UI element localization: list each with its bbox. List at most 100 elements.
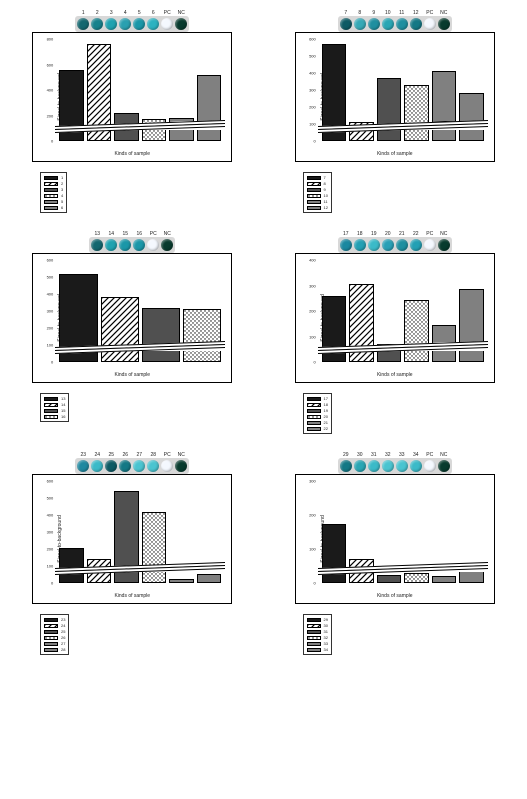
well: [105, 239, 117, 251]
plot-area: [318, 39, 488, 141]
legend-label: 29: [324, 617, 328, 622]
legend-item: 22: [307, 426, 328, 431]
well: [105, 18, 117, 30]
legend-item: 1: [44, 175, 63, 180]
y-tick: 100: [41, 564, 53, 569]
legend-item: 13: [44, 396, 65, 401]
legend-swatch: [307, 206, 321, 210]
legend-label: 32: [324, 635, 328, 640]
well: [354, 239, 366, 251]
legend-swatch: [44, 182, 58, 186]
well: [91, 239, 103, 251]
y-tick: 200: [41, 113, 53, 118]
legend-item: 20: [307, 414, 328, 419]
y-tick: 400: [41, 513, 53, 518]
plot-area: [318, 481, 488, 583]
well: [396, 239, 408, 251]
well: [424, 460, 436, 472]
well: [396, 18, 408, 30]
well: [133, 239, 145, 251]
well: [382, 460, 394, 472]
bar: [169, 579, 194, 583]
legend-swatch: [44, 403, 58, 407]
legend-item: 9: [307, 187, 328, 192]
legend-item: 10: [307, 193, 328, 198]
legend-label: 2: [61, 181, 63, 186]
plot-area: [55, 260, 225, 362]
y-ticks: 0200400600800: [43, 39, 53, 141]
well: [340, 239, 352, 251]
legend-swatch: [44, 206, 58, 210]
legend-swatch: [307, 636, 321, 640]
legend-item: 24: [44, 623, 65, 628]
legend-label: 20: [324, 414, 328, 419]
legend-swatch: [307, 415, 321, 419]
legend-item: 33: [307, 641, 328, 646]
legend: 789101112: [303, 172, 332, 213]
legend-item: 28: [44, 647, 65, 652]
chart-panel-E: 232425262728PCNCSignal-to-backgroundKind…: [10, 452, 255, 655]
legend-item: 11: [307, 199, 328, 204]
x-axis-label: Kinds of sample: [33, 593, 231, 599]
legend-label: 1: [61, 175, 63, 180]
legend-item: 27: [44, 641, 65, 646]
y-tick: 300: [304, 479, 316, 484]
bar-chart: Signal-to-backgroundKinds of sample01002…: [295, 474, 495, 604]
legend-swatch: [307, 176, 321, 180]
legend-swatch: [307, 200, 321, 204]
x-axis-label: Kinds of sample: [33, 372, 231, 378]
well: [438, 239, 450, 251]
well: [147, 239, 159, 251]
legend-label: 27: [61, 641, 65, 646]
legend-item: 3: [44, 187, 63, 192]
chart-panel-C: 13141516PCNCSignal-to-backgroundKinds of…: [10, 231, 255, 434]
y-tick: 200: [304, 105, 316, 110]
y-tick: 0: [304, 139, 316, 144]
x-axis-label: Kinds of sample: [296, 372, 494, 378]
legend-label: 11: [324, 199, 328, 204]
legend-swatch: [44, 409, 58, 413]
bar: [183, 309, 221, 362]
y-tick: 100: [304, 334, 316, 339]
y-tick: 300: [41, 309, 53, 314]
y-tick: 100: [304, 547, 316, 552]
axis-break-icon: [55, 123, 225, 129]
well: [77, 18, 89, 30]
y-tick: 200: [304, 309, 316, 314]
well: [119, 18, 131, 30]
y-tick: 400: [41, 292, 53, 297]
legend-label: 8: [324, 181, 326, 186]
legend-swatch: [307, 618, 321, 622]
well: [133, 18, 145, 30]
legend-swatch: [307, 397, 321, 401]
bar: [432, 576, 457, 583]
legend-item: 30: [307, 623, 328, 628]
legend-item: 25: [44, 629, 65, 634]
legend: 232425262728: [40, 614, 69, 655]
legend-label: 12: [324, 205, 328, 210]
bar: [432, 71, 457, 141]
legend-label: 17: [324, 396, 328, 401]
well: [340, 460, 352, 472]
bar-chart: Signal-to-backgroundKinds of sample01002…: [32, 253, 232, 383]
legend-item: 16: [44, 414, 65, 419]
legend-item: 19: [307, 408, 328, 413]
well: [105, 460, 117, 472]
legend-swatch: [44, 624, 58, 628]
chart-panel-D: 171819202122PCNCSignal-to-backgroundKind…: [273, 231, 518, 434]
legend-swatch: [307, 427, 321, 431]
legend-swatch: [44, 194, 58, 198]
bar-chart: Signal-to-backgroundKinds of sample01002…: [295, 32, 495, 162]
legend-label: 26: [61, 635, 65, 640]
y-ticks: 0100200300400500600: [43, 260, 53, 362]
y-tick: 300: [304, 283, 316, 288]
legend: 123456: [40, 172, 67, 213]
legend: 293031323334: [303, 614, 332, 655]
y-tick: 600: [41, 258, 53, 263]
well: [368, 460, 380, 472]
legend-label: 4: [61, 193, 63, 198]
well: [438, 18, 450, 30]
bar: [459, 571, 484, 583]
well: [147, 18, 159, 30]
legend-item: 4: [44, 193, 63, 198]
